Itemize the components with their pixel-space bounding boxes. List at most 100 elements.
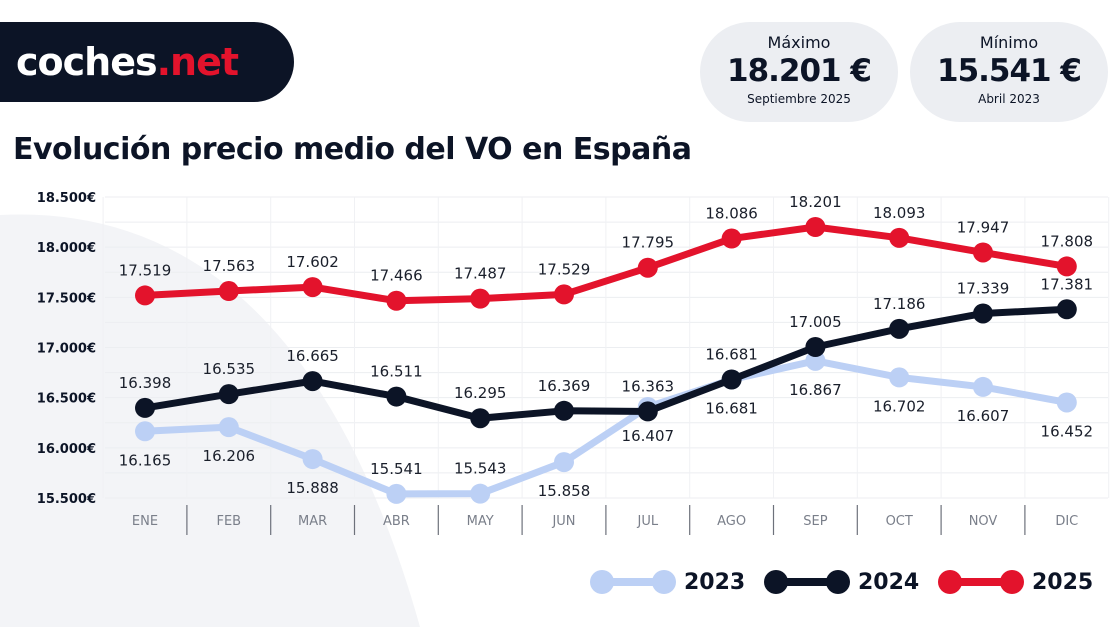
min-value: 15.541 € <box>937 53 1082 89</box>
legend-swatch <box>938 566 1024 598</box>
data-label-2024: 17.339 <box>957 279 1010 297</box>
data-point-2024 <box>889 318 910 339</box>
y-tick-label: 15.500€ <box>37 492 96 507</box>
data-label-2025: 17.529 <box>538 260 591 278</box>
x-tick-label: ABR <box>383 514 410 529</box>
data-point-2025 <box>554 284 574 305</box>
x-tick-label: MAY <box>467 514 494 529</box>
data-point-2024 <box>1056 299 1077 320</box>
data-label-2023: 16.407 <box>622 427 675 445</box>
data-label-2023: 16.206 <box>203 447 256 465</box>
data-point-2024 <box>805 336 826 357</box>
data-label-2024: 17.005 <box>789 313 842 331</box>
data-label-2025: 17.466 <box>370 267 423 285</box>
max-stat-card: Máximo 18.201 € Septiembre 2025 <box>700 22 898 122</box>
x-tick-label: ENE <box>132 514 158 529</box>
data-label-2025: 17.947 <box>957 218 1010 236</box>
data-label-2025: 17.808 <box>1041 232 1094 250</box>
x-tick-label: JUN <box>551 514 575 529</box>
data-point-2024 <box>218 384 239 405</box>
data-point-2023 <box>805 350 826 371</box>
x-tick-label: MAR <box>298 514 327 529</box>
data-point-2025 <box>135 285 155 306</box>
chart-title: Evolución precio medio del VO en España <box>13 132 692 167</box>
legend-label: 2024 <box>858 569 920 595</box>
x-tick-label: FEB <box>216 514 241 529</box>
data-label-2024: 16.665 <box>286 347 339 365</box>
data-label-2024: 16.398 <box>119 374 172 392</box>
data-label-2024: 16.535 <box>203 360 256 378</box>
data-point-2023 <box>554 452 574 473</box>
data-point-2023 <box>470 483 491 504</box>
data-label-2024: 16.295 <box>454 384 507 402</box>
data-label-2023: 16.607 <box>957 407 1010 425</box>
data-point-2025 <box>805 216 826 237</box>
x-tick-label: OCT <box>886 514 913 529</box>
data-point-2024 <box>135 397 155 418</box>
data-point-2025 <box>889 227 910 248</box>
data-point-2024 <box>386 386 407 407</box>
data-point-2023 <box>218 417 239 438</box>
legend-swatch <box>764 566 850 598</box>
data-label-2025: 17.519 <box>119 261 172 279</box>
max-period: Septiembre 2025 <box>747 92 851 106</box>
data-point-2024 <box>973 303 993 324</box>
x-tick-label: JUL <box>637 514 659 529</box>
data-label-2023: 15.888 <box>286 479 339 497</box>
data-label-2023: 16.702 <box>873 397 926 415</box>
data-label-2023: 15.858 <box>538 482 591 500</box>
data-label-2025: 17.487 <box>454 265 507 283</box>
data-point-2025 <box>302 277 323 298</box>
series-line-2025 <box>144 223 1068 305</box>
data-point-2025 <box>721 228 742 249</box>
max-value: 18.201 € <box>727 53 872 89</box>
data-label-2024: 16.363 <box>622 377 675 395</box>
y-tick-label: 17.500€ <box>37 291 96 306</box>
data-label-2025: 17.602 <box>286 253 339 271</box>
data-label-2024: 17.381 <box>1041 275 1094 293</box>
min-stat-card: Mínimo 15.541 € Abril 2023 <box>910 22 1108 122</box>
x-tick-label: AGO <box>717 514 746 529</box>
x-tick-label: DIC <box>1055 514 1078 529</box>
x-tick-label: NOV <box>969 514 998 529</box>
data-point-2025 <box>1056 256 1077 277</box>
legend-item-2023: 2023 <box>590 566 745 598</box>
data-label-2023: 15.541 <box>370 460 423 478</box>
data-point-2023 <box>889 367 910 388</box>
data-label-2024: 16.681 <box>705 346 758 364</box>
series-line-2023 <box>144 357 1068 498</box>
data-label-2023: 16.452 <box>1041 422 1094 440</box>
y-tick-label: 17.000€ <box>37 342 96 357</box>
max-label: Máximo <box>767 33 831 52</box>
logo-accent: .net <box>156 40 239 84</box>
legend-label: 2025 <box>1032 569 1094 595</box>
data-point-2023 <box>135 421 155 442</box>
data-point-2025 <box>470 288 491 309</box>
data-point-2024 <box>721 369 742 390</box>
data-label-2023: 16.867 <box>789 381 842 399</box>
data-label-2025: 17.795 <box>622 234 675 252</box>
data-point-2025 <box>637 257 658 278</box>
data-label-2024: 16.369 <box>538 377 591 395</box>
data-point-2025 <box>386 290 407 311</box>
data-label-2025: 18.086 <box>705 205 758 223</box>
series-line-2024 <box>144 305 1067 422</box>
data-label-2023: 15.543 <box>454 460 507 478</box>
legend-label: 2023 <box>684 569 746 595</box>
data-point-2025 <box>218 281 239 302</box>
legend-swatch <box>590 566 676 598</box>
data-label-2025: 17.563 <box>203 257 256 275</box>
data-point-2023 <box>973 376 993 397</box>
data-point-2023 <box>1056 392 1077 413</box>
data-point-2024 <box>302 371 323 392</box>
data-label-2023: 16.165 <box>119 451 172 469</box>
data-point-2025 <box>973 242 993 263</box>
coches-net-logo: coches .net <box>0 22 294 102</box>
data-point-2024 <box>554 400 574 421</box>
y-tick-label: 16.500€ <box>37 392 96 407</box>
logo-text: coches <box>16 40 158 84</box>
data-label-2025: 18.201 <box>789 193 842 211</box>
x-tick-label: SEP <box>803 514 827 529</box>
y-tick-label: 18.000€ <box>37 241 96 256</box>
